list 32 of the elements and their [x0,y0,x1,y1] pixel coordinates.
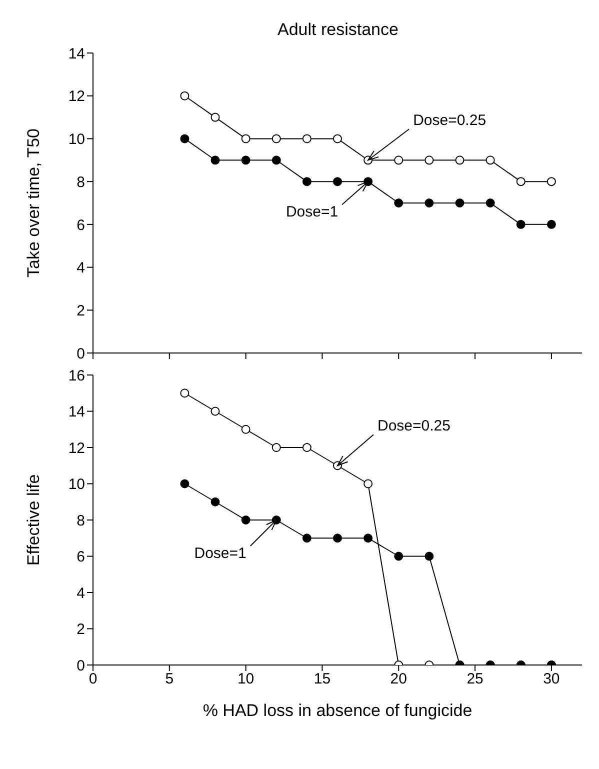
x-tick-label: 25 [466,670,484,688]
y-tick-label: 16 [68,367,85,384]
y-tick-label: 14 [68,404,85,421]
y-tick-label: 8 [76,512,85,530]
text: Dose=0.25 [378,418,450,435]
y-tick-label: 4 [76,260,85,277]
y-tick-label: 2 [76,302,85,320]
x-tick-label: 5 [165,670,174,688]
x-tick-label: 15 [314,670,331,688]
y-tick-label: 0 [76,657,85,674]
y-tick-label: 12 [68,440,85,457]
y-axis-title: Take over time, T50 [24,128,44,278]
y-tick-label: 12 [68,88,85,106]
series-label: Dose=1 [286,204,338,221]
series-label: Dose=0.25 [413,112,486,130]
x-tick-label: 0 [88,670,98,688]
y-tick-label: 8 [76,174,85,191]
x-axis-title: % HAD loss in absence of fungicide [202,701,472,720]
x-tick-label: 20 [390,670,407,688]
y-tick-label: 6 [76,548,85,566]
y-axis-title: Effective life [24,474,44,566]
chart-title: Adult resistance [276,20,400,40]
series-label: Dose=1 [194,545,246,562]
y-tick-label: 6 [76,216,85,234]
y-tick-label: 2 [76,621,85,638]
x-tick-label: 30 [543,670,560,688]
y-tick-label: 10 [68,476,85,494]
y-tick-label: 0 [76,345,85,362]
y-tick-label: 14 [68,45,85,62]
x-tick-label: 10 [237,670,254,688]
y-tick-label: 10 [68,131,85,148]
y-tick-label: 4 [76,584,85,602]
